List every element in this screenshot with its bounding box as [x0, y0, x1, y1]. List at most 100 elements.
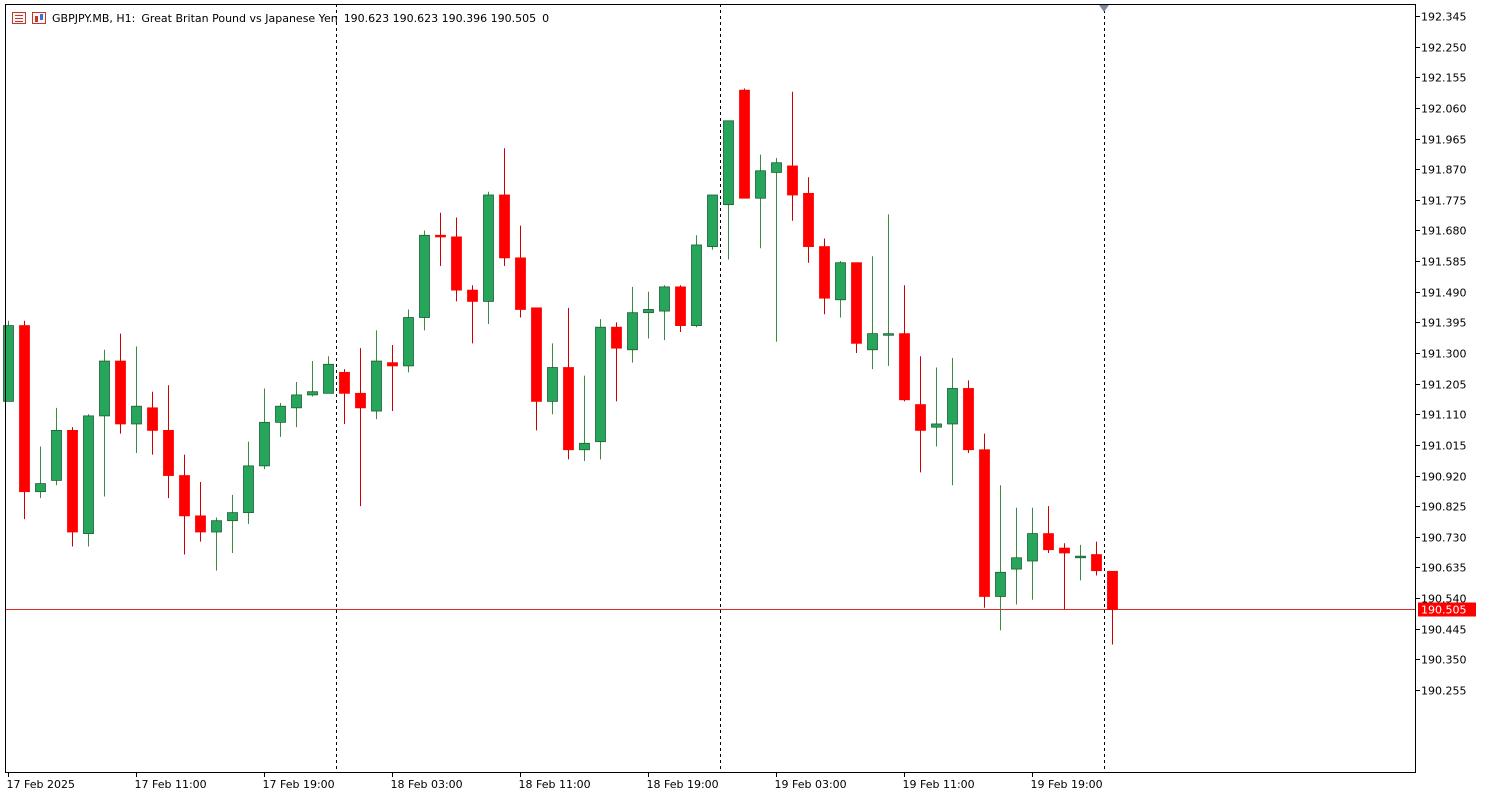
candle-body — [1107, 570, 1118, 610]
candle[interactable] — [947, 357, 958, 486]
x-tick-label: 18 Feb 19:00 — [647, 778, 719, 791]
candle-body — [883, 333, 894, 336]
candle[interactable] — [483, 191, 494, 324]
candle[interactable] — [179, 454, 190, 555]
candle-body — [899, 333, 910, 401]
candle[interactable] — [291, 382, 302, 428]
candle[interactable] — [19, 320, 30, 520]
candle-body — [67, 429, 78, 533]
candle[interactable] — [275, 402, 286, 437]
candle[interactable] — [899, 285, 910, 402]
candle[interactable] — [803, 177, 814, 263]
candle[interactable] — [51, 407, 62, 486]
candle[interactable] — [211, 517, 222, 571]
candle-body — [595, 326, 606, 443]
candle-body — [931, 423, 942, 428]
candle[interactable] — [579, 375, 590, 462]
candle[interactable] — [819, 238, 830, 315]
candle[interactable] — [67, 427, 78, 547]
candle[interactable] — [355, 348, 366, 507]
candle[interactable] — [611, 322, 622, 402]
candle[interactable] — [403, 309, 414, 373]
candle[interactable] — [243, 441, 254, 524]
candle[interactable] — [163, 385, 174, 499]
candle[interactable] — [659, 285, 670, 341]
candle[interactable] — [1091, 541, 1102, 576]
candle[interactable] — [915, 356, 926, 473]
candle[interactable] — [451, 217, 462, 302]
candle[interactable] — [227, 494, 238, 553]
candle[interactable] — [1011, 507, 1022, 605]
candle[interactable] — [771, 157, 782, 342]
candle[interactable] — [419, 230, 430, 331]
candle[interactable] — [787, 91, 798, 221]
candle[interactable] — [147, 391, 158, 455]
candle[interactable] — [1075, 544, 1086, 581]
candle[interactable] — [851, 262, 862, 353]
candle-body — [659, 286, 670, 312]
x-tick-label: 19 Feb 03:00 — [775, 778, 847, 791]
candle[interactable] — [707, 194, 718, 250]
candle-body — [739, 89, 750, 199]
candle[interactable] — [931, 367, 942, 447]
candle[interactable] — [995, 485, 1006, 631]
candle[interactable] — [387, 344, 398, 412]
candle-body — [371, 360, 382, 412]
candle[interactable] — [435, 212, 446, 266]
candle[interactable] — [643, 291, 654, 339]
candle[interactable] — [515, 225, 526, 318]
candle[interactable] — [739, 88, 750, 199]
candle[interactable] — [339, 369, 350, 424]
candle[interactable] — [691, 235, 702, 328]
y-tick-label: 190.350 — [1421, 654, 1467, 667]
candle[interactable] — [883, 214, 894, 366]
candle[interactable] — [131, 346, 142, 453]
candle[interactable] — [1027, 507, 1038, 600]
chart-type-icon[interactable] — [32, 12, 46, 24]
candle-body — [611, 326, 622, 349]
candle[interactable] — [99, 349, 110, 497]
candle-body — [3, 325, 14, 402]
x-tick-label: 19 Feb 19:00 — [1031, 778, 1103, 791]
candle[interactable] — [723, 120, 734, 260]
candle[interactable] — [195, 481, 206, 542]
candle-body — [1027, 533, 1038, 562]
y-tick-label: 192.345 — [1421, 11, 1467, 24]
candle-body — [1059, 547, 1070, 554]
candle[interactable] — [307, 361, 318, 397]
candle[interactable] — [323, 356, 334, 394]
candle-body — [147, 407, 158, 431]
candle[interactable] — [467, 285, 478, 344]
shift-marker-icon[interactable] — [1099, 5, 1109, 12]
candle[interactable] — [627, 286, 638, 363]
candle[interactable] — [563, 307, 574, 460]
candle[interactable] — [595, 319, 606, 460]
candle[interactable] — [83, 414, 94, 547]
candle-body — [1075, 555, 1086, 559]
candle[interactable] — [1043, 506, 1054, 553]
candle[interactable] — [115, 333, 126, 434]
candle[interactable] — [963, 380, 974, 453]
candle-body — [243, 465, 254, 514]
candle[interactable] — [531, 307, 542, 431]
candle[interactable] — [1059, 543, 1070, 610]
candle[interactable] — [547, 343, 558, 415]
candle[interactable] — [979, 433, 990, 608]
candle[interactable] — [499, 148, 510, 266]
candle-body — [483, 194, 494, 302]
candle-body — [835, 262, 846, 301]
candle[interactable] — [259, 388, 270, 470]
candle-body — [355, 392, 366, 409]
candle-body — [499, 194, 510, 259]
candle[interactable] — [35, 446, 46, 499]
candle[interactable] — [3, 320, 14, 402]
candle[interactable] — [1107, 570, 1118, 645]
candle[interactable] — [755, 154, 766, 249]
candle[interactable] — [371, 330, 382, 420]
chart-list-icon[interactable] — [12, 12, 26, 24]
candle[interactable] — [867, 256, 878, 370]
candle[interactable] — [675, 285, 686, 333]
candle[interactable] — [835, 261, 846, 318]
